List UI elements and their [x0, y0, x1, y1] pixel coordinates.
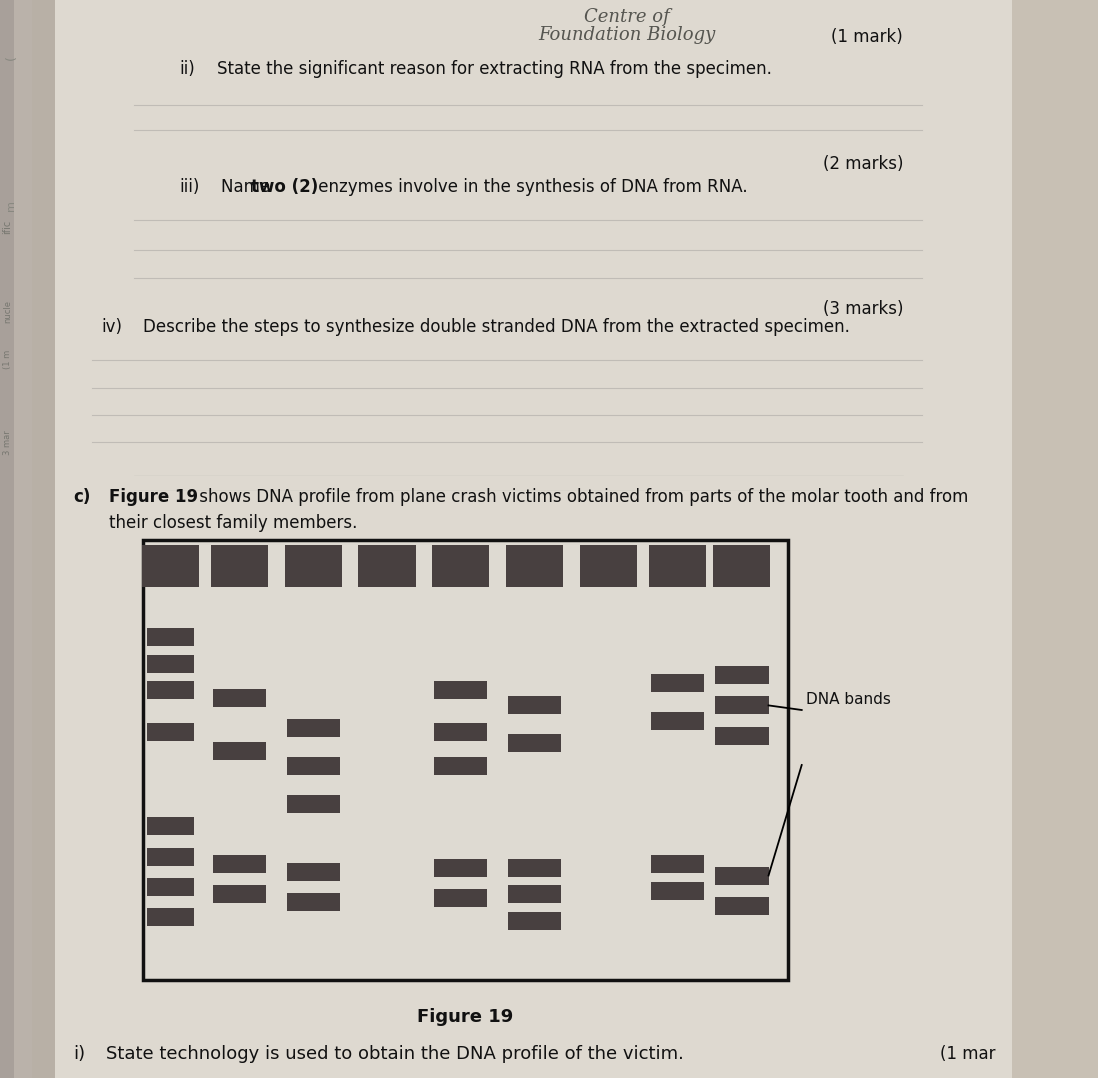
Bar	[146, 877, 194, 896]
Text: c): c)	[74, 488, 91, 506]
Text: Centre of: Centre of	[584, 8, 670, 26]
Bar	[507, 885, 561, 903]
Bar	[213, 742, 267, 760]
Bar	[434, 889, 488, 908]
Text: Describe the steps to synthesize double stranded DNA from the extracted specimen: Describe the steps to synthesize double …	[143, 318, 850, 336]
Bar	[715, 727, 769, 745]
Bar	[146, 628, 194, 647]
Text: Foundation Biology: Foundation Biology	[538, 26, 715, 44]
Text: iii): iii)	[180, 178, 200, 196]
Bar	[506, 545, 563, 588]
Text: (3 marks): (3 marks)	[822, 300, 903, 318]
Bar	[146, 847, 194, 866]
Bar	[213, 689, 267, 707]
Text: shows DNA profile from plane crash victims obtained from parts of the molar toot: shows DNA profile from plane crash victi…	[193, 488, 968, 506]
Bar	[146, 681, 194, 700]
Bar	[0, 0, 14, 1078]
Bar	[715, 897, 769, 915]
Bar	[287, 719, 340, 737]
Bar	[287, 757, 340, 775]
Bar	[14, 0, 32, 1078]
Text: State the significant reason for extracting RNA from the specimen.: State the significant reason for extract…	[216, 60, 772, 78]
Bar	[715, 666, 769, 685]
Bar	[358, 545, 416, 588]
Bar	[142, 545, 199, 588]
Bar	[287, 794, 340, 813]
Bar	[715, 867, 769, 885]
Bar	[651, 711, 704, 730]
Bar	[434, 757, 488, 775]
Bar	[146, 723, 194, 741]
Bar	[434, 859, 488, 876]
Text: (1 mark): (1 mark)	[831, 28, 903, 46]
Bar	[433, 545, 490, 588]
Bar	[146, 817, 194, 835]
Text: State technology is used to obtain the DNA profile of the victim.: State technology is used to obtain the D…	[107, 1045, 684, 1063]
Text: (2 marks): (2 marks)	[822, 155, 903, 172]
Bar	[507, 696, 561, 715]
Bar	[287, 862, 340, 881]
Text: m: m	[7, 201, 16, 211]
Bar	[715, 696, 769, 715]
Text: Figure 19: Figure 19	[109, 488, 198, 506]
Bar	[507, 912, 561, 930]
Text: iv): iv)	[101, 318, 122, 336]
Text: ific: ific	[2, 220, 12, 234]
Bar	[434, 723, 488, 741]
Text: enzymes involve in the synthesis of DNA from RNA.: enzymes involve in the synthesis of DNA …	[313, 178, 748, 196]
Bar	[651, 882, 704, 900]
Text: Name: Name	[221, 178, 276, 196]
Text: (1 m: (1 m	[3, 350, 12, 370]
Bar	[213, 885, 267, 903]
Text: nucle: nucle	[3, 300, 12, 323]
Bar	[284, 545, 341, 588]
Polygon shape	[0, 0, 74, 1078]
Text: (: (	[4, 55, 18, 60]
Bar	[287, 893, 340, 911]
Text: DNA bands: DNA bands	[806, 692, 892, 707]
Text: two (2): two (2)	[250, 178, 318, 196]
Text: Figure 19: Figure 19	[417, 1008, 514, 1026]
Bar	[211, 545, 268, 588]
Bar	[651, 855, 704, 873]
Bar	[651, 674, 704, 692]
Bar	[143, 540, 788, 980]
Text: i): i)	[74, 1045, 86, 1063]
Bar	[714, 545, 771, 588]
Bar	[434, 681, 488, 700]
Bar	[507, 859, 561, 876]
Text: 3 mar: 3 mar	[3, 430, 12, 455]
Text: (1 mar: (1 mar	[940, 1045, 995, 1063]
Text: their closest family members.: their closest family members.	[109, 514, 357, 533]
Bar	[146, 908, 194, 926]
Bar	[580, 545, 637, 588]
Bar	[507, 734, 561, 752]
Text: ii): ii)	[180, 60, 195, 78]
Bar	[146, 654, 194, 673]
Bar	[213, 855, 267, 873]
Bar	[649, 545, 706, 588]
